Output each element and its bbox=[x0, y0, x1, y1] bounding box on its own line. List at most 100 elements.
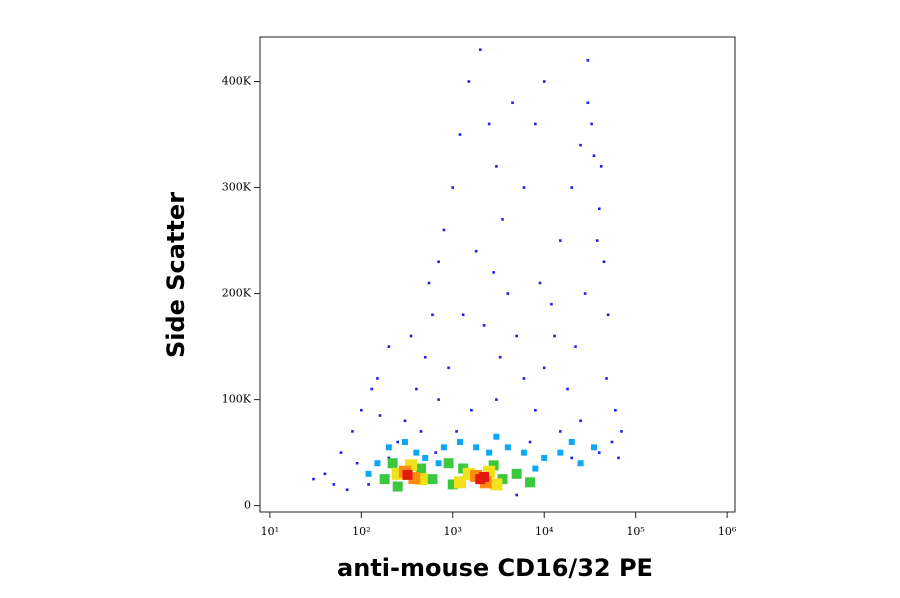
data-point bbox=[586, 59, 590, 62]
data-point bbox=[515, 493, 518, 497]
data-point bbox=[487, 122, 491, 126]
data-point bbox=[525, 477, 536, 488]
data-point bbox=[423, 355, 427, 359]
y-tick-label: 200K bbox=[222, 287, 252, 300]
data-point bbox=[570, 186, 574, 189]
y-tick-label: 100K bbox=[222, 393, 252, 406]
data-point bbox=[422, 454, 429, 461]
data-point bbox=[401, 439, 408, 446]
data-point bbox=[590, 122, 593, 126]
data-point bbox=[568, 439, 575, 446]
data-point bbox=[437, 398, 440, 401]
data-point bbox=[455, 430, 458, 433]
data-point bbox=[478, 48, 482, 52]
data-point bbox=[437, 260, 440, 264]
data-point bbox=[435, 460, 442, 467]
data-point bbox=[458, 133, 462, 136]
data-point bbox=[488, 460, 499, 471]
data-point bbox=[396, 440, 400, 444]
data-point bbox=[605, 377, 608, 380]
data-point bbox=[590, 444, 597, 451]
data-point bbox=[592, 154, 596, 158]
data-point bbox=[387, 458, 398, 469]
data-point bbox=[511, 101, 514, 105]
data-point bbox=[451, 186, 455, 189]
data-point bbox=[339, 451, 343, 454]
data-point bbox=[528, 440, 532, 444]
data-point bbox=[443, 458, 454, 469]
data-point bbox=[355, 461, 359, 465]
data-point bbox=[351, 430, 354, 433]
data-point bbox=[597, 207, 601, 211]
data-point bbox=[492, 271, 495, 274]
data-point bbox=[534, 122, 537, 126]
data-point bbox=[332, 483, 336, 486]
data-point bbox=[511, 468, 522, 479]
data-point bbox=[479, 472, 490, 483]
data-point bbox=[550, 302, 553, 306]
data-point bbox=[447, 366, 450, 370]
data-point bbox=[515, 334, 518, 338]
data-point bbox=[599, 165, 603, 168]
data-point bbox=[402, 469, 413, 480]
data-point bbox=[379, 474, 390, 485]
data-point bbox=[559, 430, 562, 433]
data-point bbox=[538, 281, 542, 285]
data-point bbox=[614, 408, 617, 412]
data-point bbox=[566, 387, 569, 391]
data-point bbox=[579, 419, 582, 423]
data-point bbox=[409, 334, 413, 338]
data-point bbox=[542, 80, 546, 83]
data-point bbox=[542, 366, 546, 370]
data-point bbox=[474, 249, 478, 253]
data-point bbox=[493, 433, 500, 440]
data-point bbox=[345, 488, 349, 492]
data-point bbox=[577, 460, 584, 467]
y-tick-label: 400K bbox=[222, 75, 252, 88]
data-point bbox=[504, 444, 511, 451]
data-point bbox=[312, 477, 315, 481]
data-point bbox=[586, 101, 590, 105]
data-point bbox=[595, 239, 599, 242]
data-point bbox=[470, 408, 473, 412]
data-point bbox=[403, 419, 407, 423]
x-tick-label: 10² bbox=[352, 525, 370, 538]
data-point bbox=[427, 281, 431, 285]
data-point bbox=[506, 292, 510, 295]
data-point bbox=[574, 345, 577, 348]
data-point bbox=[482, 324, 486, 327]
data-point bbox=[434, 451, 437, 454]
data-point bbox=[387, 456, 391, 460]
data-point bbox=[490, 478, 503, 491]
data-point bbox=[620, 430, 623, 433]
data-point bbox=[447, 479, 458, 490]
data-point bbox=[367, 483, 370, 486]
data-point bbox=[431, 313, 434, 317]
data-point bbox=[520, 449, 527, 456]
data-point bbox=[440, 444, 447, 451]
data-point bbox=[415, 387, 418, 391]
data-point bbox=[457, 439, 464, 446]
x-tick-label: 10¹ bbox=[261, 525, 279, 538]
x-tick-label: 10⁴ bbox=[535, 525, 554, 538]
data-point bbox=[610, 440, 614, 444]
y-tick-label: 300K bbox=[222, 181, 252, 194]
data-point bbox=[374, 460, 381, 467]
data-point bbox=[501, 218, 504, 221]
data-point bbox=[534, 408, 537, 412]
plot-frame bbox=[259, 36, 736, 513]
data-point bbox=[387, 345, 391, 348]
data-point bbox=[579, 143, 582, 147]
data-point bbox=[570, 456, 574, 460]
data-point bbox=[365, 470, 372, 477]
data-point bbox=[473, 444, 480, 451]
data-point bbox=[583, 292, 587, 295]
data-point bbox=[461, 313, 465, 317]
data-point bbox=[498, 355, 502, 359]
data-point bbox=[416, 463, 427, 474]
data-point bbox=[557, 449, 564, 456]
data-point bbox=[467, 80, 471, 83]
data-point bbox=[427, 474, 438, 485]
x-axis-title: anti-mouse CD16/32 PE bbox=[337, 554, 653, 582]
